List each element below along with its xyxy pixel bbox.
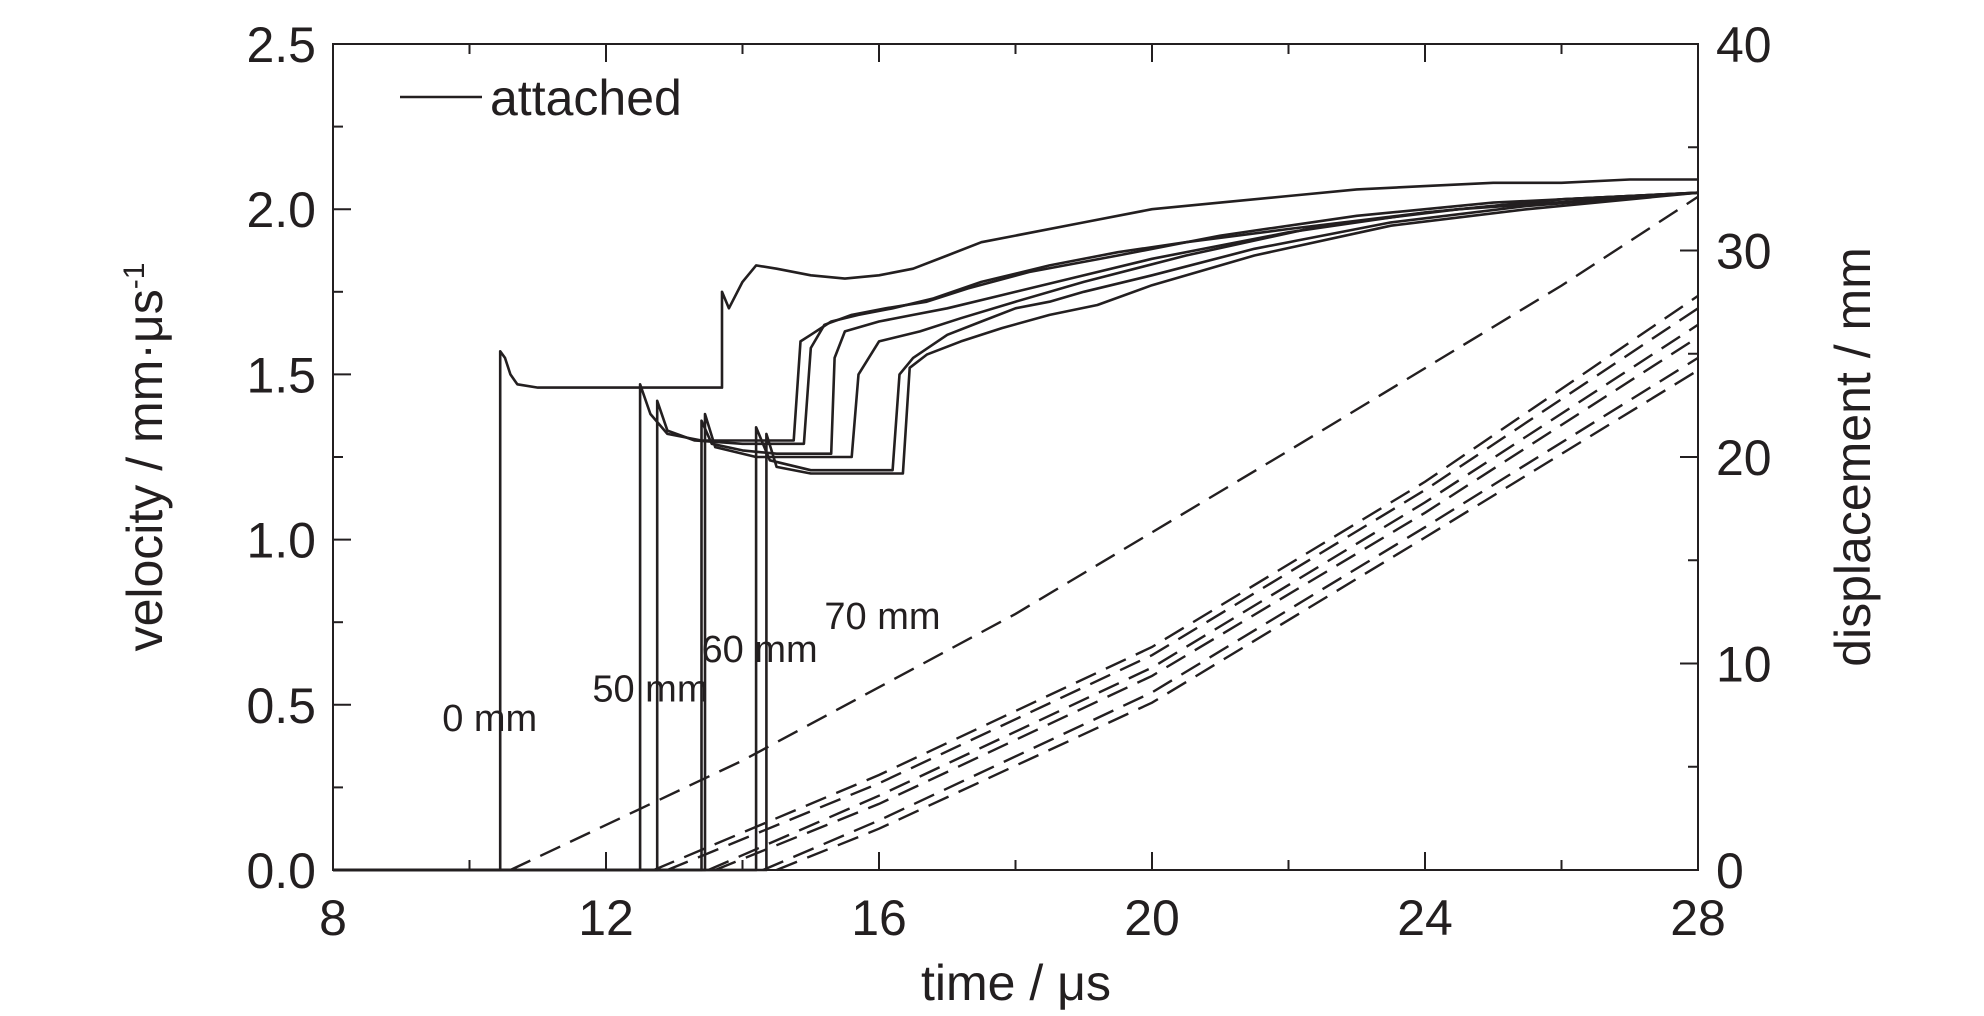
y-left-tick-label: 0.5 bbox=[246, 678, 316, 734]
y-left-axis-title: velocity / mm·μs-1 bbox=[117, 263, 173, 652]
displacement-series-line bbox=[653, 294, 1699, 872]
velocity-series-line bbox=[333, 191, 1699, 872]
y-right-tick-label: 0 bbox=[1716, 843, 1744, 899]
annotation-label: 60 mm bbox=[702, 629, 818, 671]
displacement-series-line bbox=[714, 336, 1699, 872]
displacement-series-line bbox=[762, 356, 1699, 872]
y-left-tick-label: 1.5 bbox=[246, 347, 316, 403]
axis-ticks: 8 12 16 20 24 28 0.0 0.5 1.0 1.5 2.0 2.5 0 10 20 30 40 bbox=[246, 17, 1771, 946]
annotation-label: 70 mm bbox=[824, 596, 940, 638]
x-tick-label: 24 bbox=[1397, 890, 1453, 946]
y-right-axis-title: displacement / mm bbox=[1825, 247, 1881, 667]
velocity-series-line bbox=[333, 191, 1699, 872]
y-left-axis-title-main: velocity / mm·μs bbox=[117, 289, 173, 651]
x-tick-label: 12 bbox=[578, 890, 634, 946]
y-right-tick-label: 10 bbox=[1716, 637, 1772, 693]
annotation-label: 50 mm bbox=[592, 668, 708, 710]
velocity-series-line bbox=[333, 191, 1699, 872]
velocity-series-line bbox=[333, 178, 1698, 872]
y-left-tick-label: 1.0 bbox=[246, 513, 316, 569]
x-tick-label: 20 bbox=[1124, 890, 1180, 946]
velocity-series-line bbox=[333, 191, 1699, 872]
x-tick-label: 16 bbox=[851, 890, 907, 946]
y-left-tick-label: 2.5 bbox=[246, 17, 316, 73]
displacement-series-line bbox=[666, 307, 1699, 872]
x-tick-label: 28 bbox=[1670, 890, 1726, 946]
x-axis-title: time / μs bbox=[921, 955, 1111, 1011]
y-right-axis-title-group: displacement / mm bbox=[1825, 247, 1881, 667]
annotation-label: 0 mm bbox=[442, 698, 537, 740]
y-left-tick-label: 0.0 bbox=[246, 843, 316, 899]
y-left-axis-title-group: velocity / mm·μs-1 bbox=[117, 263, 173, 652]
y-left-axis-title-superscript: -1 bbox=[118, 263, 151, 290]
y-right-tick-label: 20 bbox=[1716, 430, 1772, 486]
velocity-lines bbox=[333, 178, 1699, 872]
y-left-tick-label: 2.0 bbox=[246, 182, 316, 238]
velocity-series-line bbox=[333, 191, 1699, 872]
y-right-tick-label: 40 bbox=[1716, 17, 1772, 73]
x-tick-label: 8 bbox=[319, 890, 347, 946]
y-right-tick-label: 30 bbox=[1716, 224, 1772, 280]
legend: attached bbox=[400, 70, 682, 126]
legend-entry-attached: attached bbox=[490, 70, 682, 126]
displacement-series-line bbox=[776, 369, 1699, 872]
